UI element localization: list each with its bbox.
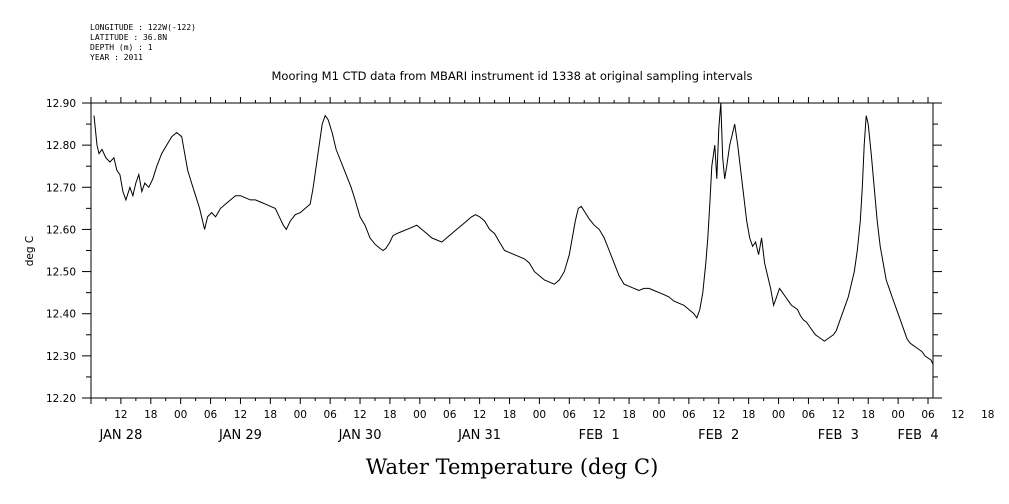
x-tick-label: 00 (413, 409, 426, 421)
y-tick-label: 12.30 (46, 351, 76, 363)
x-tick-label: 06 (921, 409, 935, 421)
x-tick-label: 12 (593, 409, 606, 421)
date-label: FEB 1 (579, 428, 620, 443)
y-tick-label: 12.70 (46, 182, 76, 194)
x-tick-label: 00 (772, 409, 785, 421)
temperature-series-line (93, 102, 934, 365)
x-tick-label: 00 (533, 409, 546, 421)
axis-ticks (82, 97, 942, 404)
x-tick-label: 18 (264, 409, 277, 421)
x-tick-label: 12 (712, 409, 725, 421)
y-tick-label: 12.50 (46, 267, 76, 279)
latitude-label: LATITUDE : 36.8N (90, 33, 167, 42)
plot-frame (90, 102, 934, 399)
x-tick-label: 18 (503, 409, 516, 421)
x-tick-label: 06 (563, 409, 577, 421)
x-tick-labels: 12 18 00 06 12 18 00 06 12 18 00 06 12 18 00 06 12 18 00 06… (114, 409, 994, 421)
date-label: JAN 30 (338, 428, 382, 443)
x-tick-label: 12 (234, 409, 247, 421)
date-labels: JAN 28 JAN 29 JAN 30 JAN 31 FEB 1 FEB 2 FEB 3 F… (98, 428, 938, 443)
x-tick-label: 12 (473, 409, 486, 421)
x-tick-label: 06 (802, 409, 816, 421)
x-tick-label: 12 (832, 409, 845, 421)
x-tick-label: 18 (981, 409, 994, 421)
x-tick-label: 00 (652, 409, 665, 421)
date-label: FEB 4 (897, 428, 938, 443)
date-label: JAN 29 (218, 428, 262, 443)
x-tick-label: 00 (174, 409, 187, 421)
x-tick-label: 18 (862, 409, 875, 421)
y-tick-label: 12.90 (46, 98, 76, 110)
year-label: YEAR : 2011 (90, 53, 143, 62)
date-label: FEB 2 (698, 428, 739, 443)
x-tick-label: 00 (891, 409, 904, 421)
x-tick-label: 06 (443, 409, 457, 421)
y-axis-label: deg C (24, 236, 36, 266)
x-tick-label: 18 (742, 409, 755, 421)
chart-title: Mooring M1 CTD data from MBARI instrumen… (272, 69, 753, 83)
y-tick-label: 12.80 (46, 140, 76, 152)
x-tick-label: 12 (114, 409, 127, 421)
x-tick-label: 18 (622, 409, 635, 421)
x-tick-label: 06 (682, 409, 696, 421)
x-tick-label: 12 (951, 409, 964, 421)
y-tick-label: 12.40 (46, 309, 76, 321)
x-tick-label: 06 (204, 409, 218, 421)
y-tick-label: 12.60 (46, 224, 76, 236)
y-tick-labels: 12.20 12.30 12.40 12.50 12.60 12.70 12.80 12.90 (46, 98, 76, 405)
date-label: FEB 3 (818, 428, 859, 443)
date-label: JAN 31 (457, 428, 501, 443)
depth-label: DEPTH (m) : 1 (90, 43, 153, 52)
x-tick-label: 06 (323, 409, 337, 421)
x-tick-label: 18 (383, 409, 396, 421)
y-tick-label: 12.20 (46, 393, 76, 405)
date-label: JAN 28 (98, 428, 142, 443)
x-tick-label: 18 (144, 409, 157, 421)
x-tick-label: 12 (353, 409, 366, 421)
longitude-label: LONGITUDE : 122W(-122) (90, 23, 196, 32)
x-tick-label: 00 (294, 409, 307, 421)
x-axis-label: Water Temperature (deg C) (366, 455, 659, 479)
